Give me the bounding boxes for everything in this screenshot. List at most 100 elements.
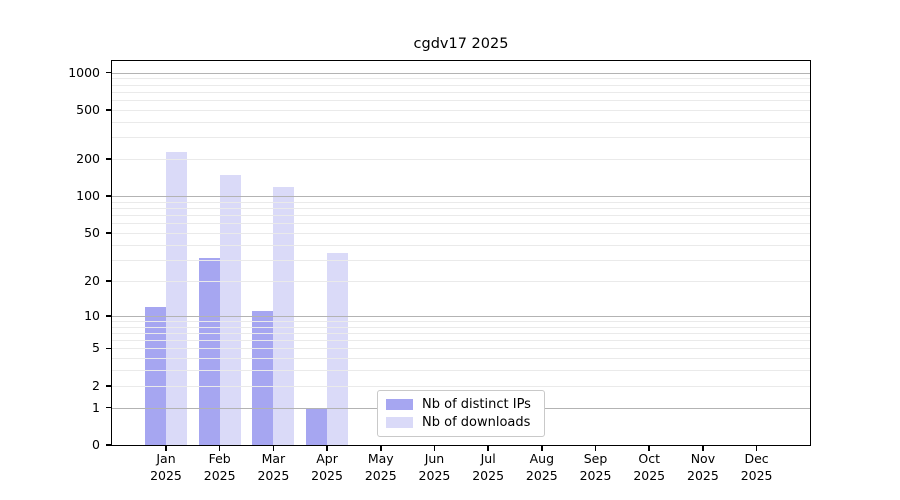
legend-swatch-distinct-ips xyxy=(386,399,413,411)
x-tick-mark xyxy=(272,445,275,451)
legend-item-downloads: Nb of downloads xyxy=(386,415,536,430)
gridline-minor xyxy=(112,370,810,372)
y-tick-label: 20 xyxy=(84,272,100,288)
x-tick-mark xyxy=(487,445,489,451)
gridline-minor xyxy=(112,320,810,322)
x-tick-label: Oct 2025 xyxy=(617,450,681,484)
y-tick-mark xyxy=(106,314,112,317)
bar-apr-distinct-ips xyxy=(306,407,328,445)
y-tick-mark xyxy=(106,71,112,74)
x-tick-month: Jul xyxy=(480,451,496,466)
x-tick-month: Aug xyxy=(529,451,555,466)
gridline-major xyxy=(112,315,810,317)
legend-label-distinct-ips: Nb of distinct IPs xyxy=(422,397,531,413)
y-tick-mark xyxy=(106,384,112,387)
gridline-major xyxy=(112,196,810,198)
x-tick-year: 2025 xyxy=(418,468,451,483)
x-tick-label: Jul 2025 xyxy=(456,450,520,484)
gridline-minor xyxy=(112,223,810,225)
y-tick-label: 5 xyxy=(92,340,100,356)
x-tick-mark xyxy=(218,445,221,451)
x-tick-label: Apr 2025 xyxy=(295,450,359,484)
y-tick-mark xyxy=(106,109,112,111)
x-tick-label: Dec 2025 xyxy=(725,450,789,484)
x-tick-year: 2025 xyxy=(687,468,719,483)
gridline-major xyxy=(112,72,810,74)
y-tick-label: 50 xyxy=(84,225,100,241)
bar-mar-distinct-ips xyxy=(252,311,274,445)
y-tick-mark xyxy=(106,280,112,282)
gridline-minor xyxy=(112,84,810,86)
chart-title: cgdv17 2025 xyxy=(413,36,509,52)
y-tick-mark xyxy=(106,195,112,198)
x-tick-month: Mar xyxy=(261,451,286,466)
gridline-minor xyxy=(112,280,810,282)
x-tick-mark xyxy=(379,445,382,451)
x-tick-label: Mar 2025 xyxy=(241,450,305,484)
x-tick-year: 2025 xyxy=(311,468,343,483)
gridline-minor xyxy=(112,159,810,161)
x-tick-mark xyxy=(648,445,651,451)
x-tick-year: 2025 xyxy=(364,468,397,483)
gridline-minor xyxy=(112,332,810,334)
x-tick-month: Oct xyxy=(638,451,661,466)
x-tick-mark xyxy=(433,445,436,451)
x-tick-year: 2025 xyxy=(740,468,773,483)
x-tick-month: Sep xyxy=(583,451,608,466)
y-tick-mark xyxy=(106,347,112,350)
x-tick-month: Apr xyxy=(316,451,338,466)
gridline-minor xyxy=(112,340,810,342)
bar-feb-downloads xyxy=(219,174,241,445)
x-tick-mark xyxy=(165,445,167,451)
gridline-minor xyxy=(112,91,810,93)
gridline-minor xyxy=(112,215,810,217)
bar-jan-distinct-ips xyxy=(144,306,166,445)
x-tick-mark xyxy=(594,445,597,451)
y-tick-mark xyxy=(106,406,112,409)
y-tick-label: 0 xyxy=(92,437,100,452)
gridline-minor xyxy=(112,259,810,261)
x-tick-year: 2025 xyxy=(633,468,666,483)
x-tick-label: May 2025 xyxy=(349,450,413,484)
legend-item-distinct-ips: Nb of distinct IPs xyxy=(386,397,536,412)
x-tick-mark xyxy=(702,445,704,451)
y-tick-label: 500 xyxy=(76,101,100,117)
y-tick-label: 100 xyxy=(76,188,100,204)
gridline-minor xyxy=(112,244,810,246)
y-tick-label: 200 xyxy=(76,151,100,167)
legend: Nb of distinct IPs Nb of downloads xyxy=(377,390,545,437)
gridline-minor xyxy=(112,358,810,360)
bar-jan-downloads xyxy=(165,152,187,445)
y-tick-label: 2 xyxy=(92,377,100,393)
gridline-minor xyxy=(112,78,810,80)
x-tick-year: 2025 xyxy=(150,468,182,483)
x-tick-year: 2025 xyxy=(203,468,236,483)
x-tick-label: Jun 2025 xyxy=(402,450,466,484)
y-tick-mark xyxy=(106,158,112,160)
x-tick-label: Sep 2025 xyxy=(564,450,628,484)
x-tick-month: Feb xyxy=(208,451,231,466)
gridline-minor xyxy=(112,201,810,203)
gridline-minor xyxy=(112,121,810,123)
gridline-minor xyxy=(112,208,810,210)
x-tick-label: Jan 2025 xyxy=(134,450,198,484)
gridline-minor xyxy=(112,233,810,235)
bar-feb-distinct-ips xyxy=(198,258,220,445)
x-tick-label: Feb 2025 xyxy=(188,450,252,484)
x-tick-year: 2025 xyxy=(257,468,290,483)
gridline-minor xyxy=(112,326,810,328)
x-tick-mark xyxy=(755,445,758,451)
x-tick-month: Jun xyxy=(424,451,445,466)
gridline-minor xyxy=(112,385,810,387)
gridline-minor xyxy=(112,100,810,102)
x-tick-month: Jan xyxy=(156,451,176,466)
x-tick-year: 2025 xyxy=(525,468,558,483)
y-tick-mark xyxy=(106,444,112,446)
y-tick-label: 1000 xyxy=(68,64,100,80)
x-tick-label: Nov 2025 xyxy=(671,450,735,484)
y-tick-label: 1 xyxy=(92,399,100,415)
x-tick-mark xyxy=(541,445,543,451)
y-tick-mark xyxy=(106,232,112,234)
x-tick-month: Nov xyxy=(690,451,716,466)
